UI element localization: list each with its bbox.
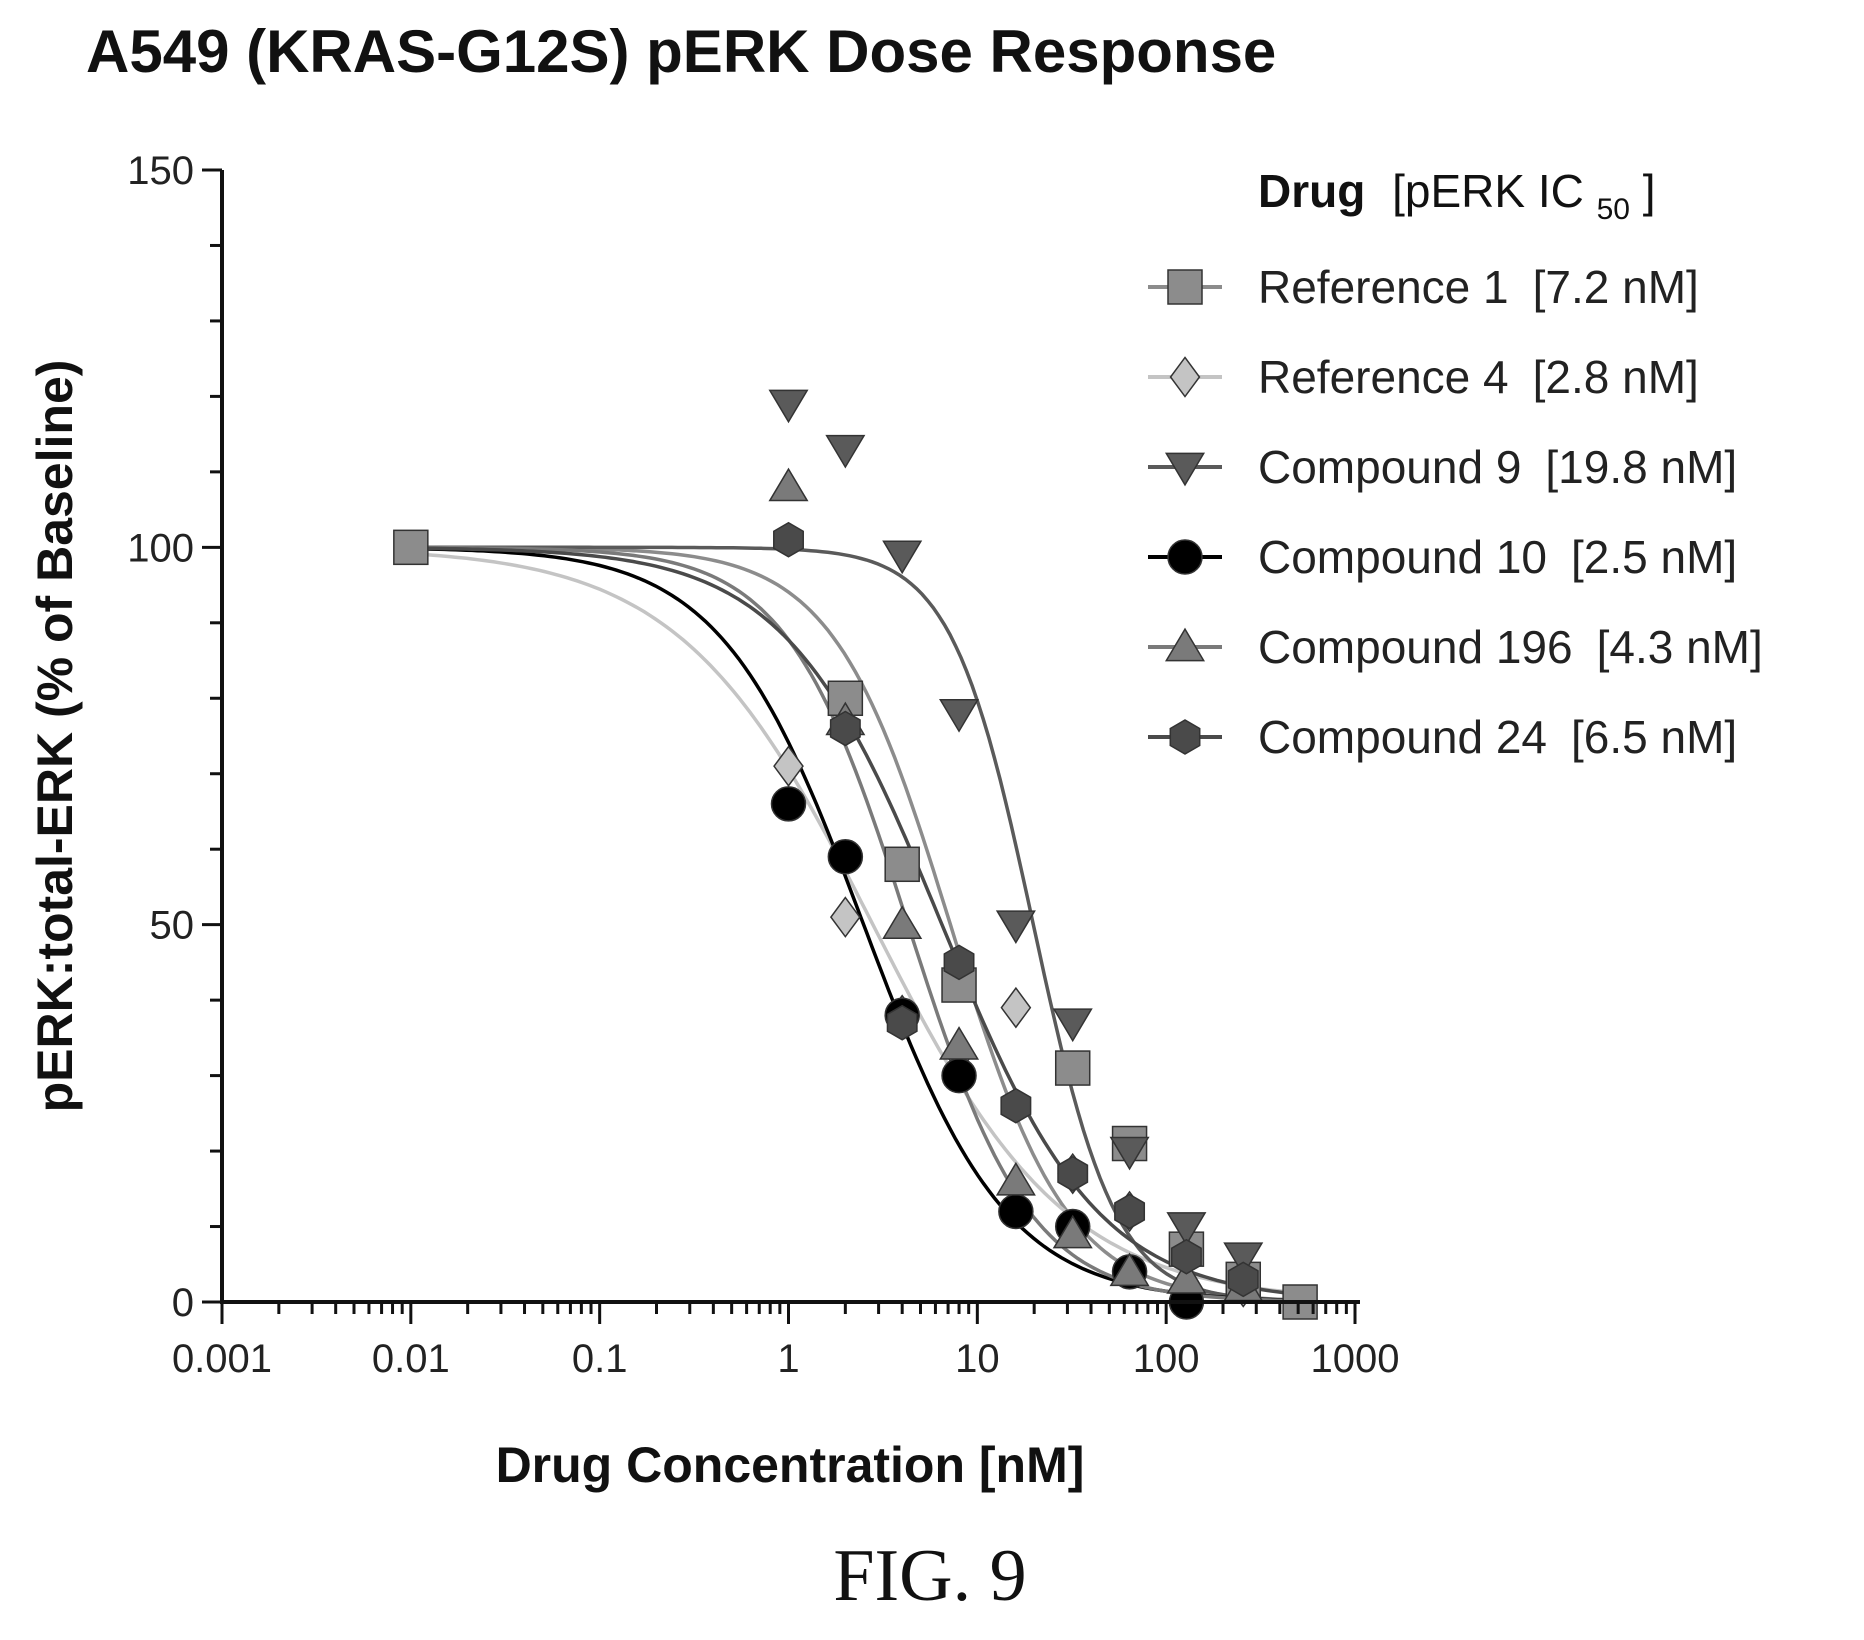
- data-point: [768, 389, 809, 424]
- data-point: [1227, 1261, 1259, 1298]
- x-tick-label: 1: [777, 1337, 799, 1381]
- x-tick-label: 0.001: [172, 1337, 272, 1381]
- legend-marker: [1164, 627, 1206, 662]
- fit-curve: [410, 545, 1301, 1303]
- legend-series-name: Compound 24: [1258, 711, 1547, 763]
- x-tick-label: 10: [955, 1337, 1000, 1381]
- data-point: [884, 846, 920, 883]
- legend-title-ic: [pERK IC: [1392, 165, 1584, 217]
- data-point: [1052, 1008, 1093, 1043]
- legend-ic50: [2.5 nM]: [1571, 531, 1737, 583]
- legend-series-name: Reference 1: [1258, 261, 1509, 313]
- legend-label: Reference 1 [7.2 nM]: [1258, 261, 1699, 313]
- data-point: [943, 944, 975, 981]
- legend-ic50: [4.3 nM]: [1597, 621, 1763, 673]
- legend-marker: [1169, 356, 1201, 398]
- data-point: [941, 1057, 977, 1094]
- legend-title-drug: Drug: [1258, 165, 1365, 217]
- data-point: [393, 529, 429, 566]
- legend-title-end: ]: [1643, 165, 1656, 217]
- data-point: [939, 1026, 980, 1060]
- legend-marker: [1169, 719, 1201, 755]
- data-point: [1000, 1087, 1032, 1124]
- fit-curve: [410, 545, 1301, 1303]
- legend-title-subscript: 50: [1597, 193, 1630, 226]
- chart-title: A549 (KRAS-G12S) pERK Dose Response: [86, 18, 1276, 85]
- data-point: [1109, 1136, 1150, 1171]
- data-point: [995, 1161, 1036, 1196]
- legend-title: Drug [pERK IC 50 ]: [1258, 165, 1656, 229]
- data-point: [768, 467, 809, 502]
- legend-series-name: Reference 4: [1258, 351, 1509, 403]
- data-point: [829, 710, 861, 747]
- data-point: [1109, 1252, 1150, 1287]
- data-point: [1114, 1193, 1146, 1230]
- legend-marker: [1167, 539, 1203, 575]
- legend-label: Compound 10 [2.5 nM]: [1258, 531, 1737, 583]
- data-point: [1166, 1212, 1207, 1246]
- data-point: [827, 838, 864, 875]
- data-point: [770, 786, 807, 822]
- legend-ic50: [2.8 nM]: [1533, 351, 1699, 403]
- data-point: [773, 745, 804, 787]
- data-markers: [393, 389, 1318, 1320]
- legend-ic50: [6.5 nM]: [1571, 711, 1737, 763]
- legend-label: Compound 196 [4.3 nM]: [1258, 621, 1763, 673]
- legend-series-name: Compound 9: [1258, 441, 1521, 493]
- data-point: [1052, 1214, 1093, 1249]
- y-tick-label: 100: [127, 526, 194, 570]
- data-point: [886, 1004, 918, 1041]
- legend-ic50: [7.2 nM]: [1533, 261, 1699, 313]
- x-tick-label: 0.01: [372, 1337, 450, 1381]
- figure-label: FIG. 9: [833, 1535, 1026, 1617]
- legend-items: Reference 1 [7.2 nM]Reference 4 [2.8 nM]Co…: [1148, 261, 1763, 763]
- legend-label: Compound 24 [6.5 nM]: [1258, 711, 1737, 763]
- data-point: [1057, 1155, 1089, 1192]
- data-point: [1166, 1260, 1207, 1294]
- x-tick-label: 0.1: [572, 1337, 628, 1381]
- legend-label: Reference 4 [2.8 nM]: [1258, 351, 1699, 403]
- fit-curve: [410, 546, 1301, 1303]
- data-point: [773, 521, 804, 558]
- x-axis-ticks: 0.001 0.01 0.1 1 10 100 1000: [172, 1302, 1400, 1381]
- y-axis-label: pERK:total-ERK (% of Baseline): [27, 360, 83, 1113]
- legend: Drug [pERK IC 50 ] Reference 1 [7.2 nM]Re…: [1148, 165, 1763, 763]
- x-tick-label: 100: [1133, 1337, 1200, 1381]
- legend-marker: [1164, 452, 1206, 487]
- data-point: [1223, 1242, 1264, 1277]
- legend-label: Compound 9 [19.8 nM]: [1258, 441, 1737, 493]
- data-point: [882, 905, 923, 940]
- data-point: [882, 540, 923, 575]
- legend-marker: [1167, 269, 1203, 305]
- y-axis-ticks: 0 50 100 150: [127, 149, 222, 1325]
- plot-area: 0 50 100 150 0.001 0.01 0.1 1 10 100 1000: [127, 149, 1399, 1381]
- legend-series-name: Compound 10: [1258, 531, 1547, 583]
- data-point: [829, 896, 861, 938]
- legend-item: Reference 1 [7.2 nM]: [1148, 261, 1699, 313]
- data-point: [939, 699, 980, 733]
- legend-item: Compound 196 [4.3 nM]: [1148, 621, 1763, 673]
- data-point: [1000, 986, 1032, 1029]
- data-point: [1170, 1238, 1202, 1275]
- y-tick-label: 50: [150, 904, 195, 948]
- y-tick-label: 150: [127, 149, 194, 193]
- y-tick-label: 0: [172, 1281, 194, 1325]
- legend-item: Compound 9 [19.8 nM]: [1148, 441, 1737, 493]
- data-point: [825, 434, 866, 469]
- legend-series-name: Compound 196: [1258, 621, 1573, 673]
- legend-item: Compound 10 [2.5 nM]: [1148, 531, 1737, 583]
- x-tick-label: 1000: [1311, 1337, 1400, 1381]
- data-point: [995, 910, 1036, 944]
- legend-item: Reference 4 [2.8 nM]: [1148, 351, 1699, 403]
- data-point: [998, 1193, 1034, 1230]
- legend-item: Compound 24 [6.5 nM]: [1148, 711, 1737, 763]
- data-point: [1054, 1050, 1091, 1086]
- legend-ic50: [19.8 nM]: [1545, 441, 1737, 493]
- x-axis-label: Drug Concentration [nM]: [496, 1437, 1085, 1493]
